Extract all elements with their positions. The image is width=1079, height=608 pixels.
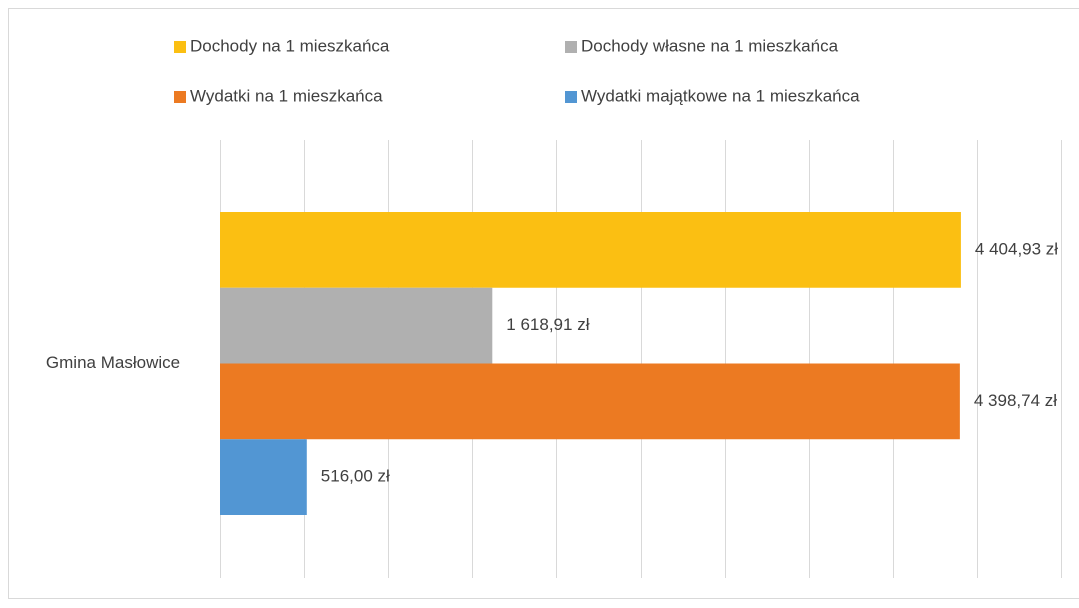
legend-swatch	[565, 41, 577, 53]
legend-label: Wydatki na 1 mieszkańca	[190, 86, 383, 105]
legend-label: Wydatki majątkowe na 1 mieszkańca	[581, 86, 860, 105]
bar	[220, 287, 493, 364]
data-label: 1 618,91 zł	[506, 315, 589, 334]
y-tick-label: Gmina Masłowice	[46, 353, 180, 372]
legend-swatch	[565, 91, 577, 103]
legend-swatch	[174, 41, 186, 53]
data-label: 4 398,74 zł	[974, 391, 1057, 410]
legend-label: Dochody na 1 mieszkańca	[190, 36, 390, 55]
bar	[220, 363, 960, 440]
bar	[220, 212, 961, 288]
bar	[220, 439, 307, 515]
chart-frame	[8, 8, 1079, 599]
legend-swatch	[174, 91, 186, 103]
data-label: 4 404,93 zł	[975, 239, 1058, 258]
legend-label: Dochody własne na 1 mieszkańca	[581, 36, 839, 55]
data-label: 516,00 zł	[321, 467, 390, 486]
